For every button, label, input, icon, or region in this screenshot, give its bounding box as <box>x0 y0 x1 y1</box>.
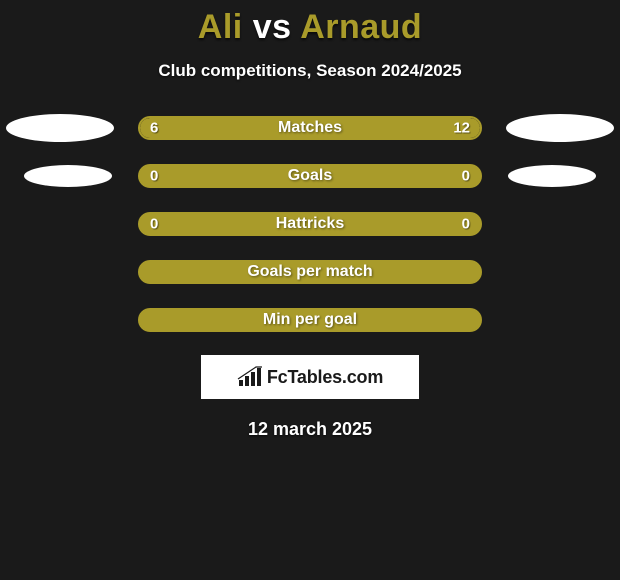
subtitle: Club competitions, Season 2024/2025 <box>0 61 620 81</box>
stat-row-goals: 0 Goals 0 <box>0 163 620 189</box>
stat-bar-goals: 0 Goals 0 <box>138 164 482 188</box>
stat-label: Min per goal <box>140 311 480 329</box>
title-vs: vs <box>253 8 292 46</box>
player1-badge-ellipse <box>6 114 114 142</box>
player1-name: Ali <box>198 8 243 46</box>
stat-right-value: 0 <box>462 216 470 233</box>
stat-row-matches: 6 Matches 12 <box>0 115 620 141</box>
player2-badge-ellipse <box>508 165 596 187</box>
stat-rows: 6 Matches 12 0 Goals 0 0 Hattricks 0 <box>0 115 620 333</box>
stat-row-hattricks: 0 Hattricks 0 <box>0 211 620 237</box>
stat-label: Goals <box>140 167 480 185</box>
stat-label: Hattricks <box>140 215 480 233</box>
bar-chart-icon <box>237 366 263 388</box>
player2-name: Arnaud <box>300 8 422 46</box>
footer-date: 12 march 2025 <box>0 419 620 440</box>
comparison-infographic: Ali vs Arnaud Club competitions, Season … <box>0 0 620 580</box>
brand-box: FcTables.com <box>201 355 419 399</box>
stat-bar-goals-per-match: Goals per match <box>138 260 482 284</box>
stat-bar-hattricks: 0 Hattricks 0 <box>138 212 482 236</box>
brand-inner: FcTables.com <box>237 366 383 388</box>
stat-row-min-per-goal: Min per goal <box>0 307 620 333</box>
page-title: Ali vs Arnaud <box>0 0 620 47</box>
stat-bar-min-per-goal: Min per goal <box>138 308 482 332</box>
stat-right-value: 12 <box>453 120 470 137</box>
player1-badge-ellipse <box>24 165 112 187</box>
stat-right-value: 0 <box>462 168 470 185</box>
player2-badge-ellipse <box>506 114 614 142</box>
brand-text: FcTables.com <box>267 367 383 388</box>
stat-row-goals-per-match: Goals per match <box>0 259 620 285</box>
stat-label: Matches <box>140 119 480 137</box>
stat-label: Goals per match <box>140 263 480 281</box>
stat-bar-matches: 6 Matches 12 <box>138 116 482 140</box>
